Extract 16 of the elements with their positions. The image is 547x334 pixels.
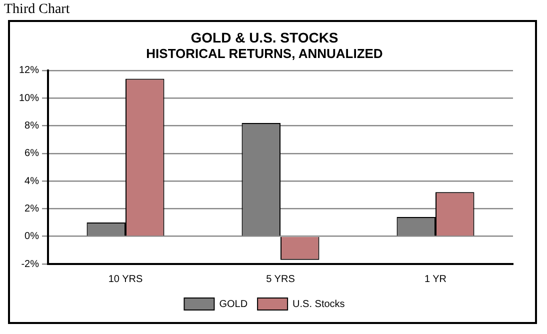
- x-tick-label: 1 YR: [424, 274, 447, 285]
- x-tick-label: 10 YRS: [108, 274, 143, 285]
- y-tick-label: 2%: [24, 203, 40, 214]
- legend-label: GOLD: [219, 298, 248, 310]
- y-tick-label: 0%: [24, 231, 40, 242]
- text: Third Chart: [4, 2, 70, 18]
- y-tick-label: 10%: [19, 92, 40, 104]
- chart-subtitle: HISTORICAL RETURNS, ANNUALIZED: [146, 46, 383, 62]
- x-tick-label: 5 YRS: [266, 274, 296, 285]
- y-tick-label: 4%: [24, 176, 40, 187]
- y-tick-label: -2%: [21, 258, 40, 270]
- legend-label: U.S. Stocks: [292, 298, 345, 310]
- y-tick-label: 6%: [24, 148, 40, 160]
- y-tick-label: 8%: [24, 120, 40, 132]
- chart-title: GOLD & U.S. STOCKS: [190, 29, 338, 46]
- y-tick-label: 12%: [19, 65, 40, 76]
